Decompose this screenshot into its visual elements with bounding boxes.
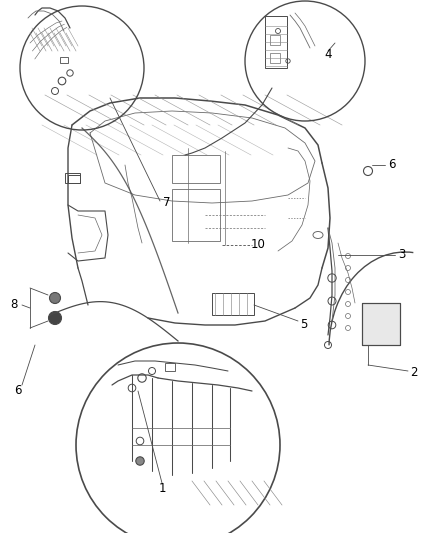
Bar [362, 303, 400, 345]
Bar [212, 293, 254, 315]
Bar [60, 57, 68, 63]
Bar [68, 175, 80, 183]
Text: 8: 8 [11, 298, 18, 311]
Text: 2: 2 [410, 367, 418, 379]
Bar [270, 35, 280, 45]
Circle shape [49, 311, 61, 325]
Text: 7: 7 [163, 197, 171, 209]
Text: 3: 3 [398, 248, 406, 262]
Circle shape [136, 457, 144, 465]
Text: 4: 4 [324, 49, 332, 61]
Bar [172, 155, 220, 183]
Text: 6: 6 [388, 158, 396, 172]
Text: 5: 5 [300, 319, 307, 332]
Circle shape [49, 293, 60, 303]
Bar [172, 189, 220, 241]
Bar [270, 53, 280, 63]
Bar [265, 16, 287, 68]
Text: 6: 6 [14, 384, 22, 398]
Bar [65, 173, 80, 183]
Text: 10: 10 [251, 238, 265, 252]
Text: 1: 1 [158, 482, 166, 496]
Bar [362, 303, 400, 345]
Bar [165, 363, 175, 371]
